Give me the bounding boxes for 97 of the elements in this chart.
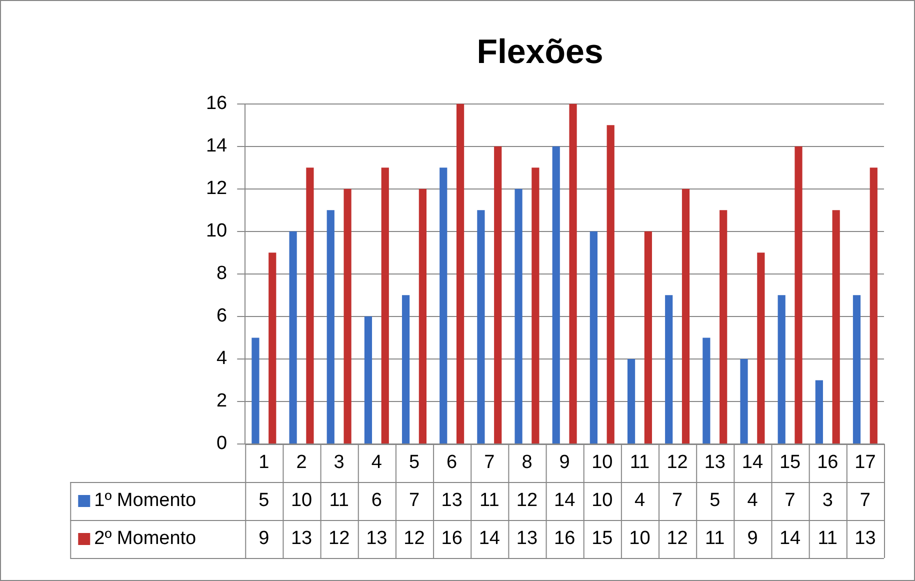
x-tick-label: 16: [817, 452, 838, 474]
x-tick-label: 13: [704, 452, 726, 474]
bar: [306, 168, 314, 444]
data-label: 13: [366, 528, 388, 550]
data-label: 16: [554, 528, 576, 550]
data-label: 7: [672, 490, 683, 512]
x-tick-label: 1: [258, 452, 270, 474]
data-label: 16: [441, 528, 462, 550]
bar: [289, 231, 297, 444]
x-tick-label: 2: [296, 452, 307, 474]
data-label: 11: [329, 490, 349, 512]
data-label: 14: [478, 528, 500, 550]
x-tick-label: 15: [779, 452, 801, 474]
data-label: 7: [784, 490, 796, 512]
data-label: 14: [554, 490, 576, 512]
bar: [702, 338, 710, 444]
bar: [402, 295, 410, 444]
y-tick-label: 4: [216, 348, 228, 370]
data-label: 13: [290, 528, 312, 550]
x-tick-label: 14: [742, 452, 764, 474]
bar: [494, 146, 502, 444]
bar: [794, 146, 802, 444]
data-label: 9: [747, 528, 758, 550]
chart-title: Flexões: [476, 32, 604, 71]
y-tick-label: 6: [216, 306, 228, 327]
bar: [627, 358, 636, 444]
bar: [590, 231, 598, 444]
bar: [532, 168, 540, 444]
bar: [852, 295, 861, 444]
bar: [477, 210, 485, 444]
x-tick-label: 7: [484, 452, 495, 474]
bar: [720, 210, 728, 444]
bar: [514, 188, 522, 444]
data-label: 10: [592, 490, 613, 512]
x-tick-label: 10: [592, 452, 613, 474]
data-label: 4: [747, 490, 758, 512]
x-tick-label: 11: [630, 452, 650, 474]
bar: [418, 188, 427, 444]
x-tick-label: 4: [371, 452, 382, 474]
data-label: 12: [666, 528, 688, 550]
bar: [757, 252, 765, 444]
bar: [682, 188, 690, 444]
data-label: 3: [822, 490, 833, 512]
bar: [344, 188, 352, 444]
bar: [665, 295, 673, 444]
y-tick-label: 12: [206, 178, 228, 200]
legend-label: 2º Momento: [94, 528, 196, 550]
data-label: 6: [371, 490, 382, 512]
data-label: 15: [592, 528, 613, 550]
x-tick-label: 9: [559, 452, 570, 474]
bar: [644, 231, 652, 444]
x-tick-label: 8: [522, 452, 532, 474]
bar: [326, 210, 334, 444]
bar: [268, 252, 276, 444]
data-label: 11: [705, 528, 725, 550]
bar: [252, 338, 260, 444]
y-tick-label: 8: [216, 263, 228, 284]
x-tick-label: 17: [854, 452, 876, 474]
y-tick-label: 0: [216, 433, 228, 454]
data-label: 12: [516, 490, 538, 512]
data-label: 11: [480, 490, 500, 512]
bar: [440, 168, 448, 444]
x-tick-label: 12: [666, 452, 688, 474]
data-label: 13: [441, 490, 462, 512]
data-label: 12: [328, 528, 350, 550]
bar: [606, 125, 614, 444]
bar: [552, 146, 560, 444]
data-label: 5: [710, 490, 720, 512]
x-tick-label: 5: [408, 452, 420, 474]
data-label: 5: [258, 490, 270, 512]
data-label: 10: [629, 528, 650, 550]
bar: [815, 380, 823, 444]
data-label: 10: [290, 490, 312, 512]
bar: [870, 168, 878, 444]
bar: [381, 168, 389, 444]
bar: [364, 316, 372, 444]
data-label: 7: [860, 490, 870, 512]
data-label: 4: [634, 490, 646, 512]
y-tick-label: 16: [206, 93, 228, 114]
data-label: 13: [516, 528, 538, 550]
data-label: 13: [854, 528, 876, 550]
bar: [456, 104, 464, 444]
data-label: 11: [818, 528, 838, 550]
y-tick-label: 10: [206, 220, 228, 242]
bar: [569, 104, 577, 444]
bar: [740, 358, 748, 444]
data-label: 14: [779, 528, 802, 550]
x-tick-label: 3: [334, 452, 344, 474]
data-label: 7: [408, 490, 420, 512]
bar: [832, 210, 840, 444]
x-tick-label: 6: [446, 452, 458, 474]
legend-label: 1º Momento: [94, 490, 196, 512]
y-tick-label: 14: [206, 136, 228, 157]
y-tick-label: 2: [216, 390, 228, 412]
data-label: 12: [404, 528, 425, 550]
bar: [778, 295, 786, 444]
data-label: 9: [258, 528, 270, 550]
